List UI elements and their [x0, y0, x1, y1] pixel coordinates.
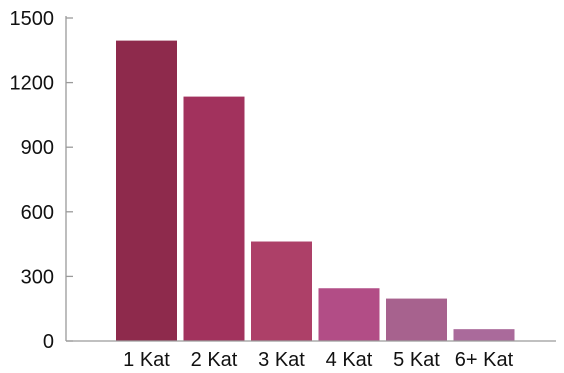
x-tick-label: 4 Kat — [326, 349, 373, 371]
x-tick-label: 2 Kat — [191, 349, 238, 371]
y-tick-label: 900 — [21, 137, 54, 159]
y-tick-label: 600 — [21, 202, 54, 224]
bar-6-kat — [453, 329, 515, 341]
bar-5-kat — [386, 298, 447, 341]
y-tick-label: 300 — [21, 266, 54, 288]
x-axis: 1 Kat 2 Kat 3 Kat 4 Kat 5 Kat 6+ Kat — [66, 340, 556, 371]
x-tick-label: 3 Kat — [258, 349, 305, 371]
y-tick-label: 0 — [43, 331, 54, 353]
x-tick-label: 5 Kat — [393, 349, 440, 371]
bar-2-kat — [183, 96, 245, 341]
bar-3-kat — [251, 241, 312, 341]
bar-1-kat — [116, 40, 177, 342]
bars — [116, 40, 515, 342]
y-tick-label: 1500 — [10, 8, 55, 30]
y-tick-label: 1200 — [10, 73, 55, 95]
y-axis: 0 300 600 900 1200 1500 — [10, 8, 73, 353]
x-tick-label: 6+ Kat — [455, 349, 514, 371]
bar-4-kat — [318, 288, 380, 341]
x-tick-label: 1 Kat — [123, 349, 170, 371]
